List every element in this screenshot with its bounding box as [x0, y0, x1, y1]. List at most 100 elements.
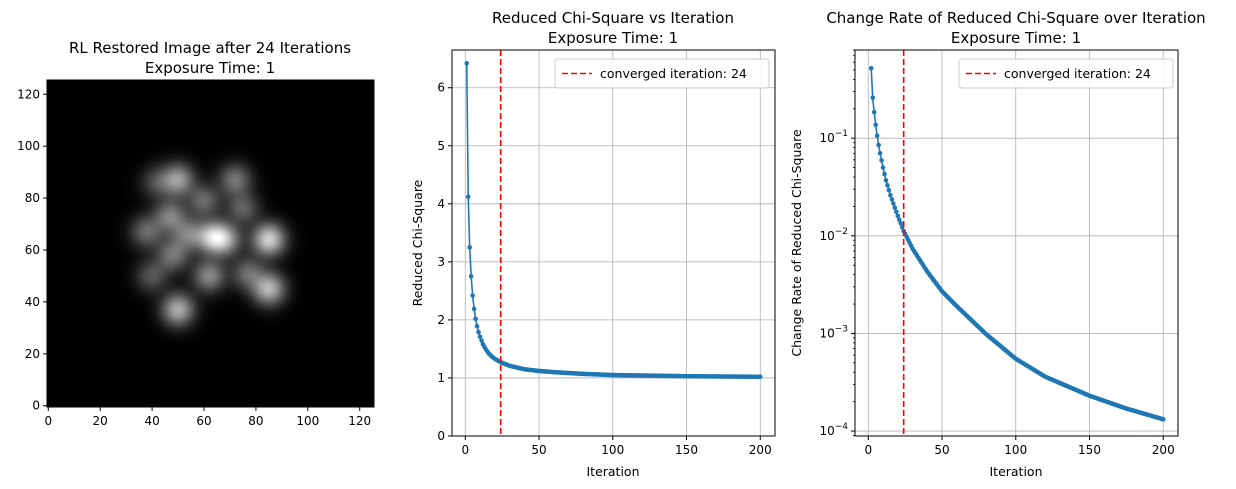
chi-y-tick-label: 0: [437, 429, 445, 443]
rate-data-point: [895, 213, 901, 219]
rate-y-tick-exponent: −3: [835, 324, 848, 334]
chi-plot-area: [464, 50, 763, 436]
chi-y-tick-label: 1: [437, 371, 445, 385]
image-x-tick-label: 80: [248, 414, 263, 428]
rate-data-point: [879, 158, 884, 163]
chi-ylabel: Reduced Chi-Square: [410, 179, 425, 306]
chi-y-tick-label: 6: [437, 81, 445, 95]
rate-data-point: [883, 178, 889, 183]
rate-frame: [854, 49, 1179, 437]
image-x-tick-label: 120: [348, 414, 371, 428]
rate-data-point: [888, 192, 893, 198]
change-rate-panel: Change Rate of Reduced Chi-Square over I…: [789, 9, 1206, 479]
rate-legend: converged iteration: 24: [958, 58, 1174, 89]
rate-data-point: [891, 201, 896, 206]
chi-data-point: [464, 61, 470, 66]
rate-y-tick-label: 10−2: [819, 227, 848, 243]
rate-y-tick-base: 10: [819, 326, 834, 340]
image-y-tick-label: 100: [17, 139, 40, 153]
chi-data-point: [477, 334, 483, 340]
chi-xlabel: Iteration: [586, 464, 639, 479]
image-y-tick-label: 120: [17, 87, 40, 101]
rate-legend-label: converged iteration: 24: [1004, 66, 1151, 81]
rate-y-tick-base: 10: [819, 131, 834, 145]
rate-y-tick-label: 10−3: [819, 324, 848, 340]
rate-grid: [855, 50, 1178, 436]
chi-x-tick-label: 50: [531, 443, 546, 457]
rate-data-point: [868, 65, 874, 71]
rate-x-tick-label: 200: [1152, 443, 1175, 457]
image-x-tick-label: 100: [296, 414, 319, 428]
image-axes: 0 20 40 60 80 100 120 0 20 40 60 80 100 120: [17, 87, 371, 428]
chi-data-point: [479, 338, 484, 343]
rate-xlabel: Iteration: [989, 464, 1042, 479]
rate-data-point: [1160, 416, 1166, 422]
chi-data-point: [471, 306, 477, 312]
image-y-tick-label: 40: [25, 295, 40, 309]
chi-square-panel: Reduced Chi-Square vs Iteration Exposure…: [410, 9, 776, 479]
rate-y-tick-label: 10−1: [819, 129, 848, 145]
chi-x-tick-label: 200: [749, 443, 772, 457]
rate-y-tick-exponent: −1: [835, 129, 848, 139]
rate-data-point: [882, 171, 887, 177]
rate-title-line1: Change Rate of Reduced Chi-Square over I…: [826, 9, 1205, 27]
chi-legend: converged iteration: 24: [554, 58, 770, 89]
chi-data-point: [467, 245, 473, 250]
chi-frame: [451, 49, 776, 437]
chi-x-tick-label: 100: [601, 443, 624, 457]
image-y-tick-label: 0: [32, 399, 40, 413]
image-title-line2: Exposure Time: 1: [145, 59, 275, 77]
image-canvas-holder: [47, 80, 374, 407]
chi-x-tick-label: 0: [461, 443, 469, 457]
chi-y-tick-label: 4: [437, 197, 445, 211]
chi-y-tick-label: 5: [437, 139, 445, 153]
chi-legend-label: converged iteration: 24: [600, 66, 747, 81]
image-y-tick-label: 20: [25, 347, 40, 361]
chi-data-point: [465, 194, 471, 200]
rate-data-point: [886, 188, 892, 193]
chi-y-tick-label: 2: [437, 313, 445, 327]
chi-data-point: [470, 293, 475, 298]
rate-data-point: [898, 221, 904, 226]
rate-series-line: [870, 68, 1164, 421]
rate-legend-box: [958, 58, 1174, 89]
rate-data-point: [870, 95, 875, 100]
chi-x-tick-label: 150: [675, 443, 698, 457]
chi-title-line1: Reduced Chi-Square vs Iteration: [492, 9, 734, 27]
chi-data-point: [468, 274, 474, 279]
chi-legend-box: [554, 58, 770, 89]
image-x-tick-label: 40: [144, 414, 159, 428]
rate-y-tick-base: 10: [819, 229, 834, 243]
rate-data-point: [880, 165, 886, 170]
rate-y-tick-base: 10: [819, 424, 834, 438]
rate-data-point: [874, 133, 880, 138]
rate-y-tick-label: 10−4: [819, 422, 848, 438]
chi-ticks: 0 50 100 150 200 0 1 2 3 4 5 6: [437, 81, 771, 457]
rate-data-point: [894, 209, 899, 215]
rate-data-point: [876, 142, 881, 148]
rate-y-tick-exponent: −4: [835, 422, 849, 432]
rate-x-tick-label: 0: [864, 443, 872, 457]
image-x-tick-label: 0: [44, 414, 52, 428]
image-frame: [46, 79, 375, 408]
chi-data-point: [476, 329, 481, 335]
rate-x-tick-label: 150: [1078, 443, 1101, 457]
rate-x-tick-label: 50: [934, 443, 949, 457]
image-title-line1: RL Restored Image after 24 Iterations: [69, 39, 351, 57]
rate-data-point: [896, 217, 902, 222]
rate-data-point: [873, 122, 878, 128]
chi-data-point: [473, 316, 478, 322]
rate-y-tick-exponent: −2: [835, 227, 848, 237]
rate-data-point: [885, 183, 890, 188]
image-y-tick-label: 80: [25, 191, 40, 205]
image-y-tick-label: 60: [25, 243, 40, 257]
chi-data-point: [757, 374, 763, 380]
rate-plot-area: [868, 50, 1166, 436]
image-x-tick-label: 60: [196, 414, 211, 428]
rate-data-point: [889, 197, 895, 202]
rate-title-line2: Exposure Time: 1: [951, 29, 1081, 47]
rate-ylabel: Change Rate of Reduced Chi-Square: [789, 129, 804, 357]
chi-y-tick-label: 3: [437, 255, 445, 269]
